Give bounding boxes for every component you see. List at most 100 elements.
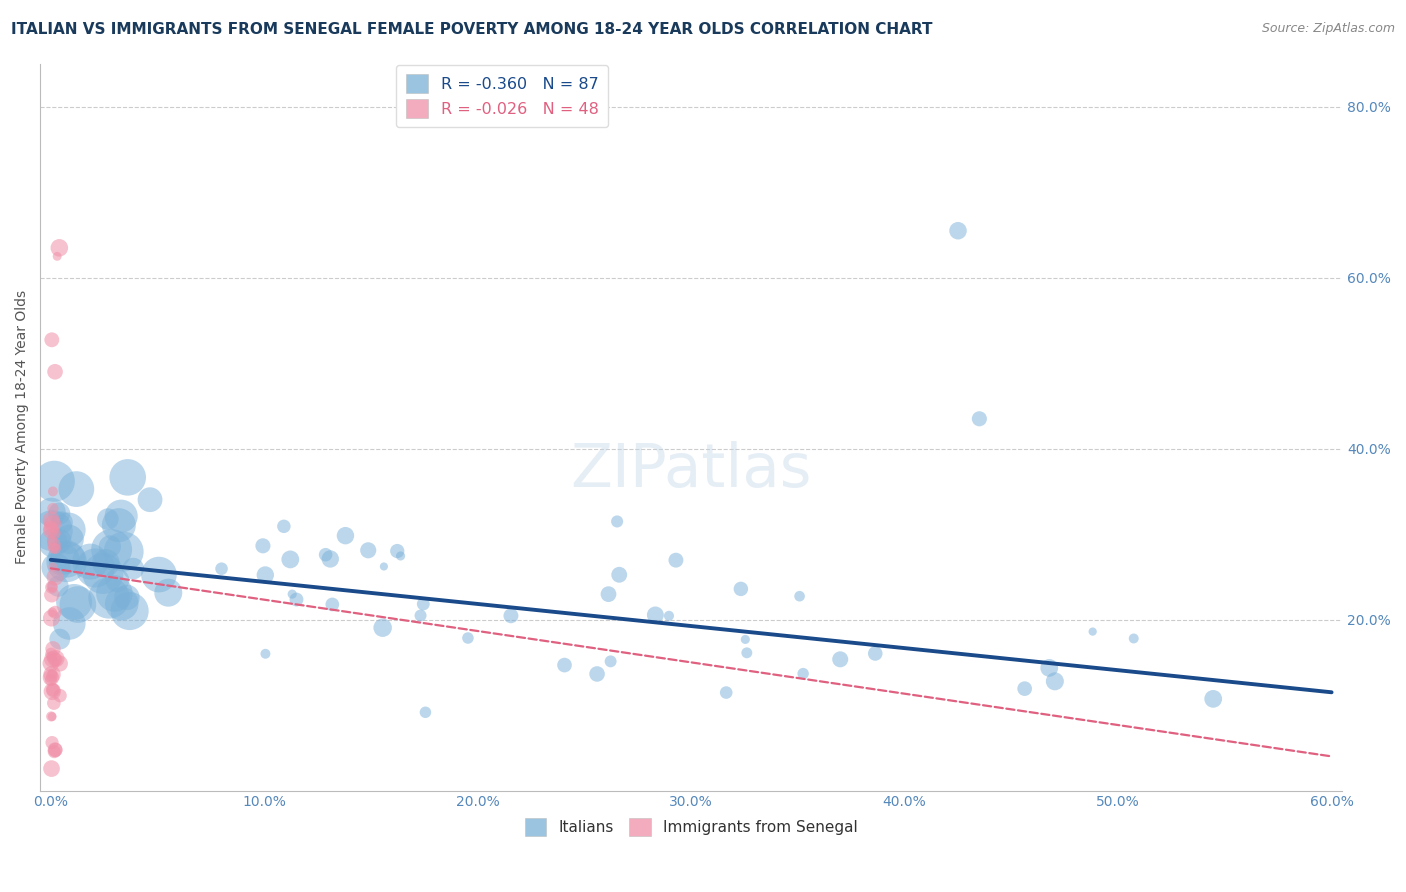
Point [41,516,63,531]
Point [946,224,969,238]
Point [103,586,125,600]
Point [66,598,89,612]
Point [371,621,394,635]
Point [586,667,609,681]
Point [44,605,66,619]
Point [658,608,681,623]
Point [58,533,80,547]
Point [49,632,72,647]
Point [44,475,66,489]
Point [84,561,107,575]
Point [285,592,308,607]
Point [357,543,380,558]
Point [39,524,62,538]
Point [98,540,121,554]
Point [42,560,65,574]
Point [409,608,432,623]
Point [41,736,63,750]
Text: ITALIAN VS IMMIGRANTS FROM SENEGAL FEMALE POVERTY AMONG 18-24 YEAR OLDS CORRELAT: ITALIAN VS IMMIGRANTS FROM SENEGAL FEMAL… [11,22,932,37]
Point [598,587,620,601]
Point [44,526,66,541]
Point [644,607,666,622]
Point [45,651,67,665]
Point [41,669,63,683]
Point [56,552,79,566]
Point [39,505,62,519]
Point [1202,691,1225,706]
Point [211,562,233,576]
Point [41,666,63,681]
Point [735,646,758,660]
Point [716,685,738,699]
Point [1038,661,1060,675]
Point [335,529,357,543]
Point [1014,681,1036,696]
Point [39,521,62,535]
Point [110,509,132,524]
Point [65,482,87,496]
Point [321,598,343,612]
Point [118,604,141,618]
Point [42,541,65,555]
Point [48,241,70,255]
Point [112,544,135,558]
Text: ZIPatlas: ZIPatlas [571,442,811,500]
Point [42,641,65,656]
Point [607,567,630,582]
Point [48,534,70,549]
Point [94,556,117,570]
Point [45,652,67,666]
Point [53,552,76,566]
Point [48,507,70,521]
Point [41,762,63,776]
Point [1081,624,1104,639]
Point [49,689,72,703]
Point [98,591,121,605]
Point [665,553,688,567]
Point [41,709,63,723]
Point [41,533,63,548]
Point [46,579,69,593]
Point [1122,632,1144,646]
Point [139,492,162,507]
Point [44,743,66,757]
Point [91,566,114,581]
Point [415,706,437,720]
Point [41,333,63,347]
Point [42,696,65,710]
Point [41,588,63,602]
Y-axis label: Female Poverty Among 18-24 Year Olds: Female Poverty Among 18-24 Year Olds [15,290,30,565]
Text: Source: ZipAtlas.com: Source: ZipAtlas.com [1261,22,1395,36]
Point [117,470,139,484]
Point [254,647,277,661]
Point [39,657,62,671]
Point [606,515,628,529]
Point [44,365,66,379]
Point [97,512,120,526]
Point [389,549,412,563]
Point [554,658,576,673]
Point [41,650,63,665]
Point [100,542,122,557]
Point [115,591,138,605]
Point [39,671,62,685]
Point [44,743,66,757]
Point [792,666,814,681]
Point [42,683,65,698]
Point [254,568,277,582]
Point [273,519,295,533]
Point [41,684,63,698]
Point [39,647,62,661]
Point [387,544,409,558]
Point [39,673,62,687]
Point [730,582,752,596]
Point [58,616,80,631]
Point [42,538,65,552]
Point [41,667,63,681]
Point [49,657,72,671]
Point [865,647,887,661]
Point [63,595,86,609]
Point [734,632,756,647]
Point [599,654,621,668]
Point [122,561,145,575]
